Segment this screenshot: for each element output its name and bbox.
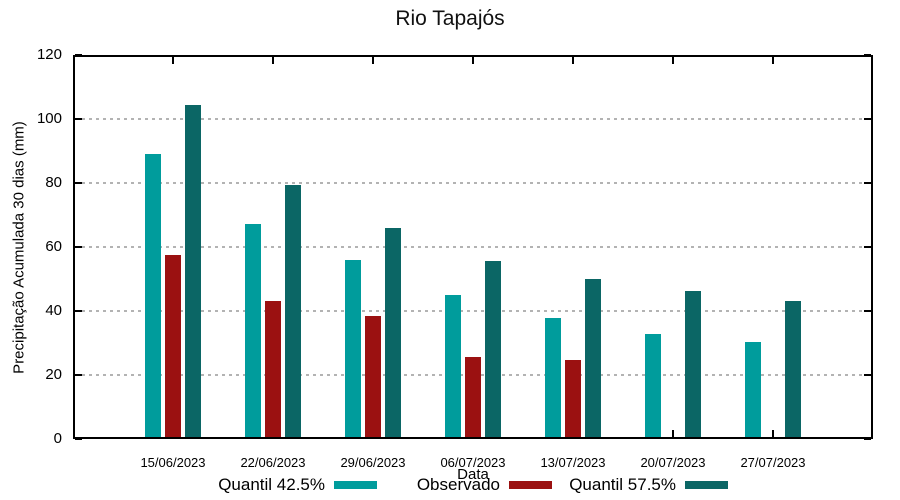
x-tick-top — [272, 57, 274, 64]
bar-observado — [465, 356, 481, 437]
bar-quantil-42.5- — [344, 260, 361, 437]
y-tick-left-80 — [75, 182, 82, 184]
x-tick-label: 06/07/2023 — [440, 455, 506, 470]
y-tick-label: 120 — [36, 46, 62, 63]
bar-quantil-57.5- — [185, 105, 202, 437]
bar-observado — [265, 301, 281, 437]
y-tick-right-80 — [864, 182, 871, 184]
x-tick-top — [372, 57, 374, 64]
y-tick-left-0 — [75, 438, 82, 440]
bar-observado — [365, 315, 381, 437]
y-tick-label: 40 — [45, 302, 62, 319]
legend-swatch — [334, 481, 377, 489]
y-tick-label: 100 — [36, 110, 62, 127]
legend-label: Observado — [416, 475, 500, 494]
y-tick-left-60 — [75, 246, 82, 248]
legend-swatch — [509, 481, 552, 489]
y-tick-right-20 — [864, 374, 871, 376]
plot-border — [73, 55, 873, 439]
x-tick-top — [172, 57, 174, 64]
y-tick-right-0 — [864, 438, 871, 440]
bar-quantil-57.5- — [785, 301, 802, 437]
bar-quantil-42.5- — [244, 224, 261, 437]
bar-quantil-57.5- — [685, 291, 702, 437]
y-tick-label: 80 — [45, 174, 62, 191]
bar-quantil-57.5- — [585, 278, 602, 437]
bar-observado — [165, 254, 181, 437]
x-tick-label: 15/06/2023 — [140, 455, 206, 470]
x-tick-top — [472, 57, 474, 64]
gridline-y60 — [75, 246, 871, 248]
legend-item: Quantil 57.5% — [569, 475, 728, 495]
plot-area: 0 20 40 60 80 100 120 15/06/2023 22/06/2023 29/06… — [37, 46, 873, 470]
x-tick-top — [772, 57, 774, 64]
bar-quantil-42.5- — [444, 294, 461, 437]
gridline-y80 — [75, 182, 871, 184]
x-tick-top — [572, 57, 574, 64]
legend-item: Quantil 42.5% — [218, 475, 377, 495]
y-tick-left-100 — [75, 118, 82, 120]
y-tick-label: 60 — [45, 238, 62, 255]
bar-observado — [565, 360, 581, 437]
bar-quantil-42.5- — [544, 318, 561, 437]
y-tick-right-60 — [864, 246, 871, 248]
x-tick-label: 29/06/2023 — [340, 455, 406, 470]
bar-quantil-42.5- — [744, 341, 761, 437]
x-tick-bottom — [672, 430, 674, 437]
y-tick-right-120 — [864, 54, 871, 56]
legend-label: Quantil 42.5% — [218, 475, 325, 494]
y-tick-left-20 — [75, 374, 82, 376]
x-tick-label: 22/06/2023 — [240, 455, 306, 470]
y-tick-left-40 — [75, 310, 82, 312]
x-tick-bottom — [772, 430, 774, 437]
y-tick-label: 0 — [53, 430, 62, 447]
bar-quantil-57.5- — [385, 228, 402, 437]
gridline-y40 — [75, 310, 871, 312]
y-tick-left-120 — [75, 54, 82, 56]
chart-title: Rio Tapajós — [395, 7, 505, 30]
legend-swatch — [685, 481, 728, 489]
bar-quantil-57.5- — [485, 260, 502, 437]
x-axis-label: Data — [457, 466, 489, 483]
bar-quantil-57.5- — [285, 184, 302, 437]
bar-quantil-42.5- — [144, 154, 161, 437]
x-tick-label: 13/07/2023 — [540, 455, 606, 470]
bar-quantil-42.5- — [644, 333, 661, 437]
legend-item: Observado — [417, 475, 552, 495]
legend-label: Quantil 57.5% — [569, 475, 676, 494]
gridline-y100 — [75, 118, 871, 120]
x-tick-top — [672, 57, 674, 64]
y-tick-label: 20 — [45, 366, 62, 383]
y-tick-right-40 — [864, 310, 871, 312]
x-tick-label: 20/07/2023 — [640, 455, 706, 470]
y-tick-right-100 — [864, 118, 871, 120]
x-tick-label: 27/07/2023 — [740, 455, 806, 470]
